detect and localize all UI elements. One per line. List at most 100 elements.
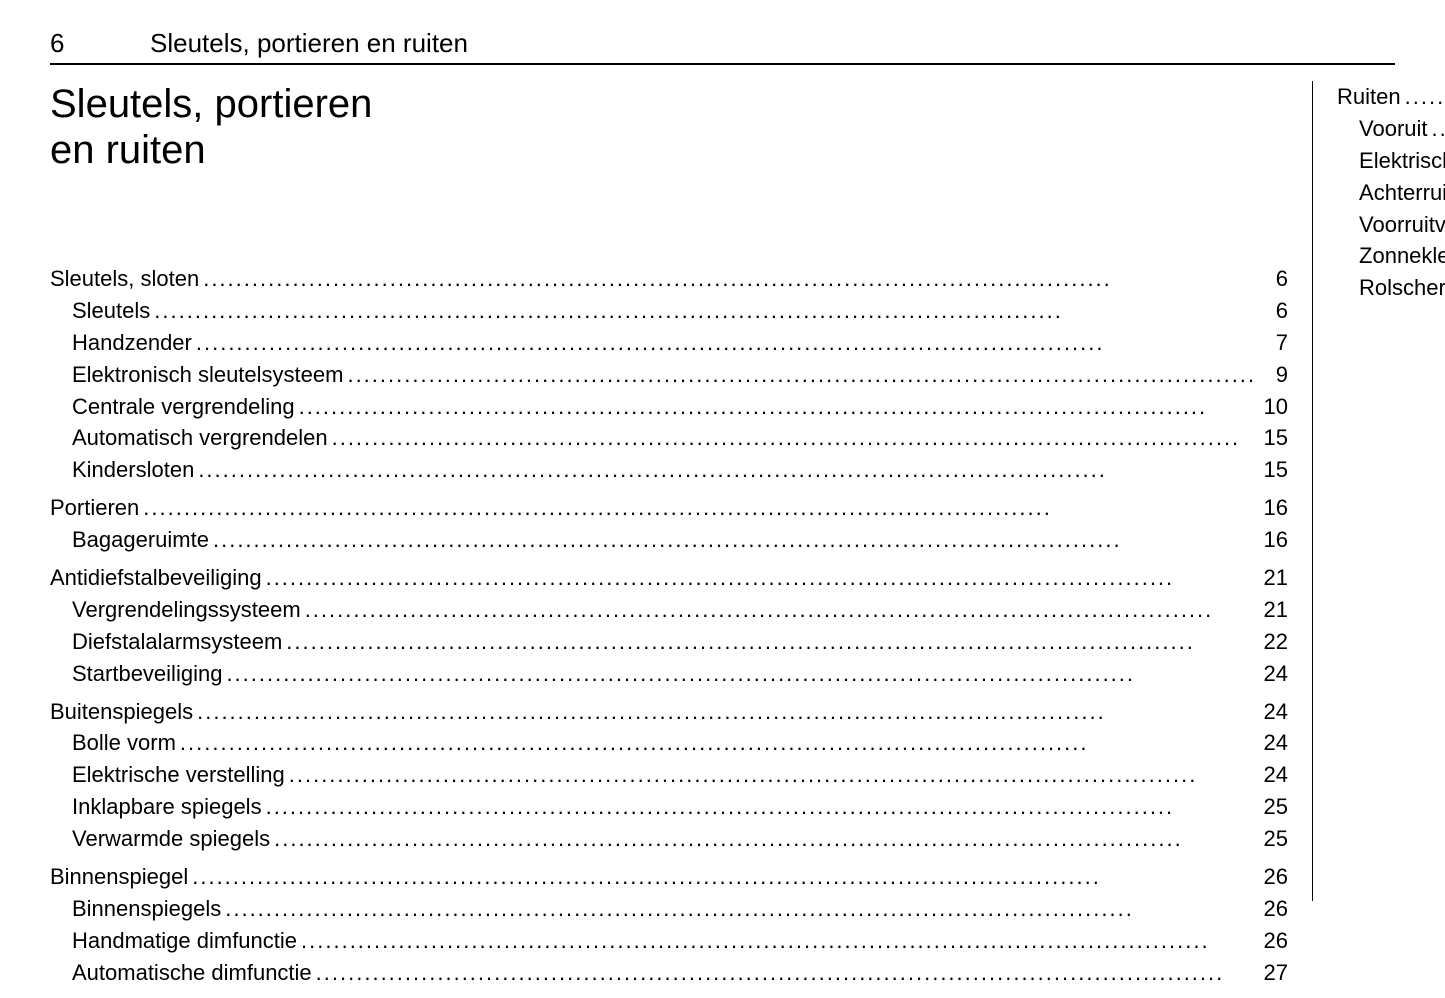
toc-label: Handzender [72, 327, 192, 359]
toc-label: Zonnekleppen [1359, 240, 1445, 272]
toc-row: Ruiten27 [1337, 81, 1445, 113]
toc-page-number: 26 [1260, 861, 1288, 893]
toc-leader-dots [209, 524, 1260, 556]
toc-leader-dots [262, 562, 1260, 594]
toc-page-number: 24 [1260, 696, 1288, 728]
toc-row: Binnenspiegel 26 [50, 861, 1288, 893]
toc-page-number: 16 [1260, 492, 1288, 524]
toc-row: Elektrisch bediende ruiten27 [1337, 145, 1445, 177]
toc-row: Bagageruimte 16 [50, 524, 1288, 556]
toc-page-number: 21 [1260, 594, 1288, 626]
toc-leader-dots [139, 492, 1260, 524]
toc-page-number: 26 [1260, 893, 1288, 925]
toc-page-number: 24 [1260, 759, 1288, 791]
toc-page-number: 10 [1260, 391, 1288, 423]
toc-label: Bolle vorm [72, 727, 176, 759]
column-2: Ruiten27Vooruit27Elektrisch bediende rui… [1312, 81, 1445, 901]
toc-row: Automatische dimfunctie27 [50, 957, 1288, 989]
toc-label: Startbeveiliging [72, 658, 222, 690]
toc-label: Diefstalalarmsysteem [72, 626, 282, 658]
toc-leader-dots [194, 454, 1260, 486]
toc-label: Sleutels [72, 295, 150, 327]
toc-leader-dots [295, 391, 1260, 423]
toc-leader-dots [199, 263, 1260, 295]
toc-leader-dots [301, 594, 1260, 626]
toc-page-number: 7 [1260, 327, 1288, 359]
toc-page-number: 24 [1260, 658, 1288, 690]
toc-page-number: 21 [1260, 562, 1288, 594]
toc-label: Vergrendelingssysteem [72, 594, 301, 626]
toc-page-number: 6 [1260, 295, 1288, 327]
toc-list-col1: Sleutels, sloten6Sleutels6Handzender7Ele… [50, 263, 1288, 989]
toc-row: Inklapbare spiegels 25 [50, 791, 1288, 823]
toc-row: Portieren16 [50, 492, 1288, 524]
toc-label: Verwarmde spiegels [72, 823, 270, 855]
toc-leader-dots [282, 626, 1260, 658]
toc-page-number: 25 [1260, 791, 1288, 823]
toc-list-col2: Ruiten27Vooruit27Elektrisch bediende rui… [1337, 81, 1445, 304]
running-title: Sleutels, portieren en ruiten [150, 28, 468, 59]
toc-row: Binnenspiegels 26 [50, 893, 1288, 925]
toc-row: Vergrendelingssysteem 21 [50, 594, 1288, 626]
toc-label: Handmatige dimfunctie [72, 925, 297, 957]
content-columns: Sleutels, portieren en ruiten Sleutels, … [50, 81, 1395, 901]
toc-label: Binnenspiegel [50, 861, 188, 893]
toc-row: Elektronisch sleutelsysteem 9 [50, 359, 1288, 391]
toc-page-number: 25 [1260, 823, 1288, 855]
toc-label: Elektrisch bediende ruiten [1359, 145, 1445, 177]
toc-row: Bolle vorm 24 [50, 727, 1288, 759]
toc-label: Elektrische verstelling [72, 759, 285, 791]
toc-page-number: 6 [1260, 263, 1288, 295]
toc-row: Rolschermen30 [1337, 272, 1445, 304]
toc-leader-dots [221, 893, 1260, 925]
toc-label: Elektronisch sleutelsysteem [72, 359, 343, 391]
toc-label: Binnenspiegels [72, 893, 221, 925]
toc-row: Zonnekleppen30 [1337, 240, 1445, 272]
toc-label: Voorruitverwarming [1359, 209, 1445, 241]
toc-label: Kindersloten [72, 454, 194, 486]
toc-page-number: 16 [1260, 524, 1288, 556]
toc-leader-dots [150, 295, 1260, 327]
page-number: 6 [50, 28, 150, 59]
toc-leader-dots [176, 727, 1260, 759]
toc-row: Voorruitverwarming29 [1337, 209, 1445, 241]
toc-page-number: 15 [1260, 422, 1288, 454]
toc-leader-dots [193, 696, 1260, 728]
toc-row: Kindersloten15 [50, 454, 1288, 486]
toc-leader-dots [285, 759, 1260, 791]
toc-label: Bagageruimte [72, 524, 209, 556]
toc-leader-dots [262, 791, 1260, 823]
toc-row: Centrale vergrendeling 10 [50, 391, 1288, 423]
toc-leader-dots [312, 957, 1260, 989]
toc-leader-dots [192, 327, 1260, 359]
toc-leader-dots [188, 861, 1260, 893]
toc-label: Inklapbare spiegels [72, 791, 262, 823]
column-1: Sleutels, portieren en ruiten Sleutels, … [50, 81, 1312, 901]
toc-row: Buitenspiegels 24 [50, 696, 1288, 728]
toc-leader-dots [297, 925, 1260, 957]
toc-label: Automatische dimfunctie [72, 957, 312, 989]
toc-page-number: 9 [1260, 359, 1288, 391]
chapter-title-line1: Sleutels, portieren [50, 82, 372, 126]
toc-leader-dots [222, 658, 1260, 690]
toc-leader-dots [343, 359, 1260, 391]
chapter-title: Sleutels, portieren en ruiten [50, 81, 1288, 173]
toc-row: Sleutels 6 [50, 295, 1288, 327]
toc-label: Buitenspiegels [50, 696, 193, 728]
toc-leader-dots [1401, 81, 1445, 113]
toc-leader-dots [1428, 113, 1445, 145]
toc-row: Elektrische verstelling 24 [50, 759, 1288, 791]
toc-leader-dots [328, 422, 1260, 454]
toc-label: Ruiten [1337, 81, 1401, 113]
toc-row: Sleutels, sloten6 [50, 263, 1288, 295]
toc-row: Antidiefstalbeveiliging21 [50, 562, 1288, 594]
toc-row: Vooruit27 [1337, 113, 1445, 145]
toc-label: Centrale vergrendeling [72, 391, 295, 423]
toc-page-number: 24 [1260, 727, 1288, 759]
toc-row: Verwarmde spiegels 25 [50, 823, 1288, 855]
toc-row: Automatisch vergrendelen15 [50, 422, 1288, 454]
toc-row: Handzender 7 [50, 327, 1288, 359]
toc-page-number: 26 [1260, 925, 1288, 957]
toc-row: Startbeveiliging 24 [50, 658, 1288, 690]
toc-label: Vooruit [1359, 113, 1428, 145]
